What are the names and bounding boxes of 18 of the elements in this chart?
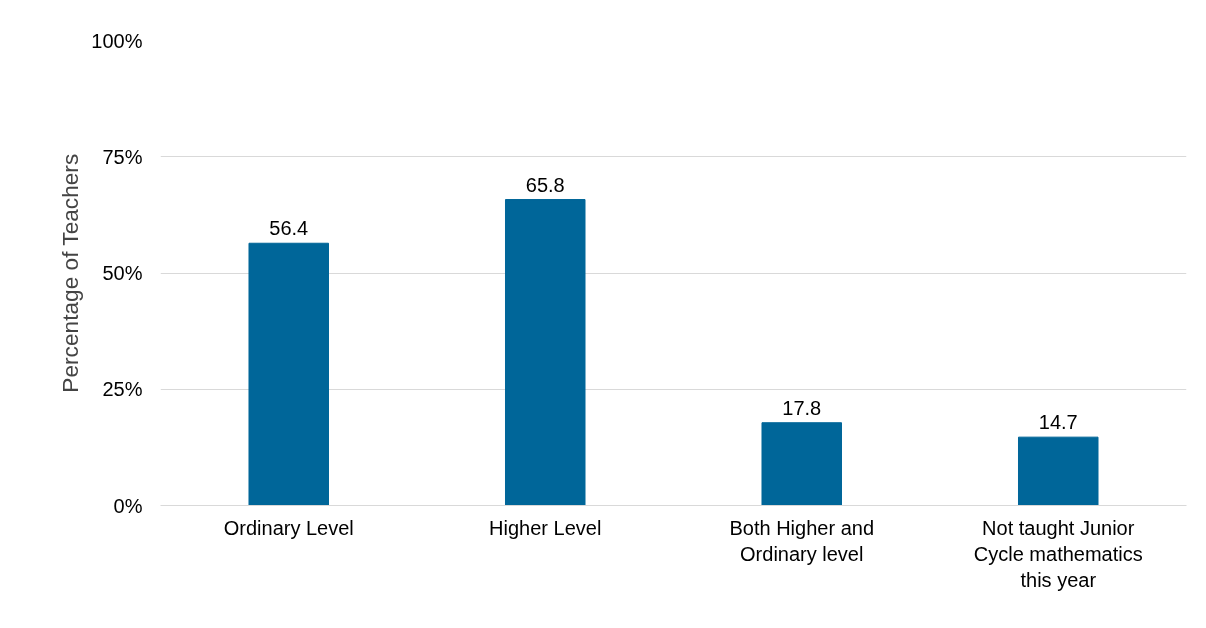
x-tick-label: Not taught Junior Cycle mathematics this year xyxy=(973,516,1143,592)
x-tick-label: Both Higher and Ordinary level xyxy=(729,516,875,565)
bar xyxy=(761,422,843,506)
bar xyxy=(1017,436,1099,506)
data-label: 65.8 xyxy=(525,173,565,196)
x-tick-label: Higher Level xyxy=(489,516,602,539)
data-label: 17.8 xyxy=(782,396,822,419)
y-tick-label: 100% xyxy=(91,29,143,52)
y-axis-title: Percentage of Teachers xyxy=(57,153,84,393)
y-tick-label: 25% xyxy=(102,378,143,401)
data-label: 56.4 xyxy=(269,217,309,240)
data-label: 14.7 xyxy=(1038,411,1078,434)
bar xyxy=(248,242,330,506)
x-tick-label: Ordinary Level xyxy=(223,516,354,539)
bar xyxy=(504,199,586,506)
y-tick-label: 50% xyxy=(102,262,143,284)
y-tick-label: 75% xyxy=(102,145,143,168)
y-tick-label: 0% xyxy=(113,494,143,517)
